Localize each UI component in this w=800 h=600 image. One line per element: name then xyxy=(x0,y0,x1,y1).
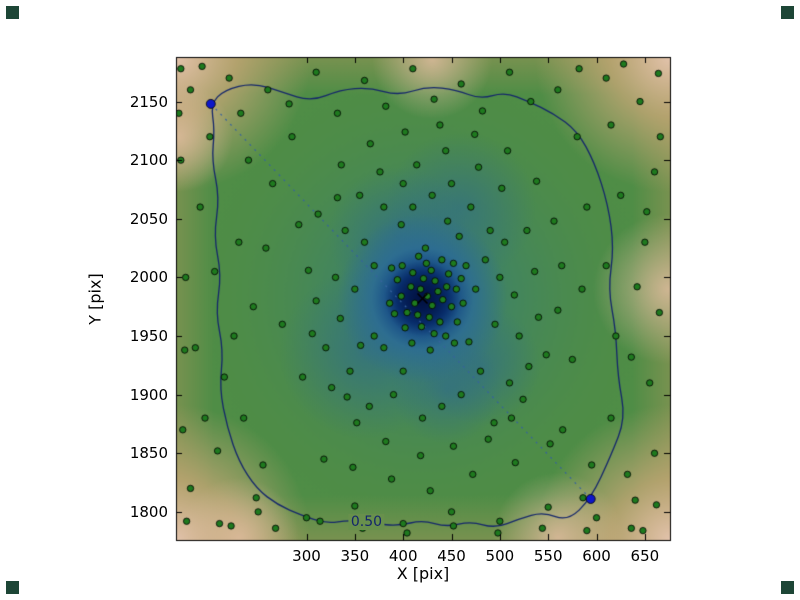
x-axis-label: X [pix] xyxy=(396,564,450,583)
corner-marker-top-left xyxy=(6,6,19,19)
y-tick-label: 1900 xyxy=(129,385,168,404)
x-tick-label: 400 xyxy=(388,547,418,565)
corner-marker-top-right xyxy=(781,6,794,19)
y-tick-label: 1850 xyxy=(129,444,168,463)
y-tick-label: 1800 xyxy=(129,502,168,521)
corner-marker-bottom-left xyxy=(6,581,19,594)
y-tick-label: 2050 xyxy=(129,209,168,228)
y-axis-label: Y [pix] xyxy=(85,272,105,325)
contour-level-label: 0.50 xyxy=(348,514,385,531)
y-tick-label: 2000 xyxy=(129,268,168,287)
y-tick-label: 2100 xyxy=(129,151,168,170)
x-tick-label: 600 xyxy=(582,547,611,565)
x-tick-label: 550 xyxy=(533,547,563,565)
x-tick-label: 650 xyxy=(630,547,660,565)
x-tick-label: 450 xyxy=(437,547,466,565)
x-tick-label: 350 xyxy=(340,547,370,565)
corner-marker-bottom-right xyxy=(781,581,794,594)
x-tick-label: 500 xyxy=(485,547,515,565)
y-tick-label: 2150 xyxy=(129,92,168,111)
y-tick-label: 1950 xyxy=(129,327,168,345)
x-tick-label: 300 xyxy=(292,547,321,565)
